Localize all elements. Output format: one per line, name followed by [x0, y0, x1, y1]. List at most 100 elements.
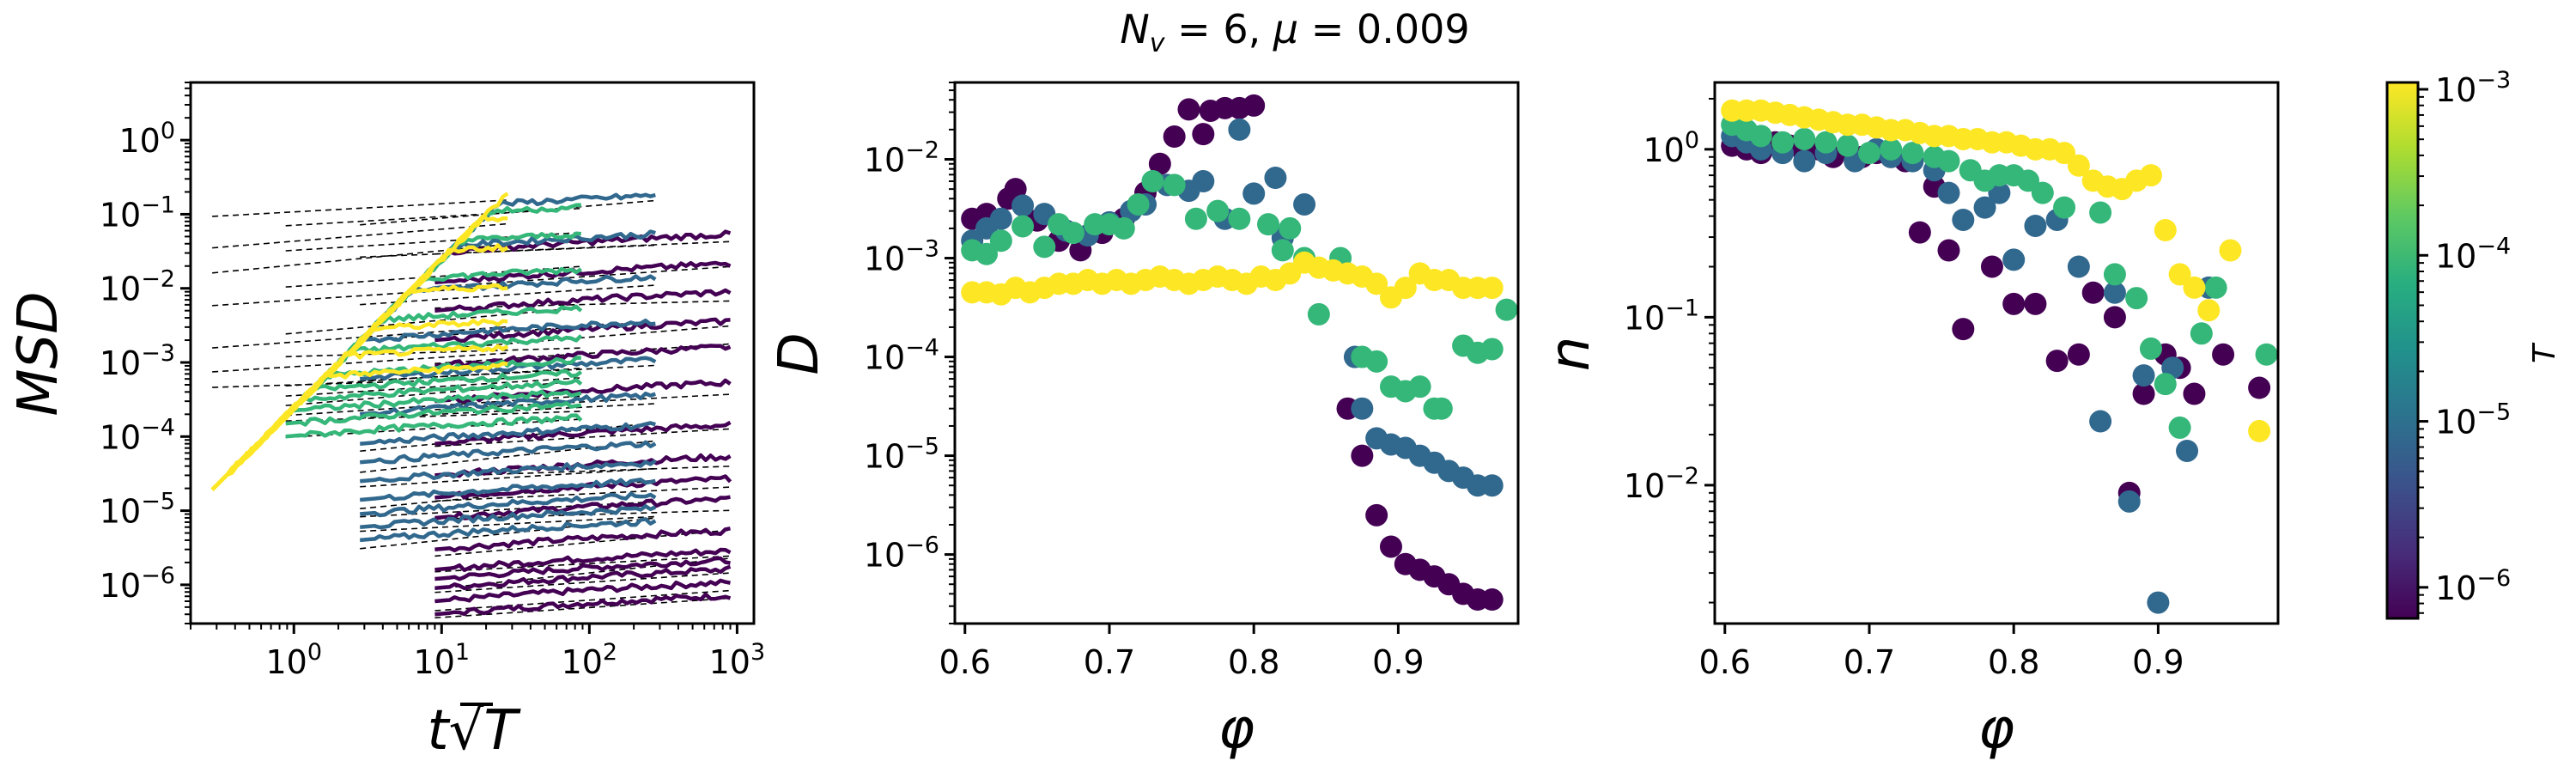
msd-trajectory-line [284, 368, 583, 417]
diffusion-data-point [1012, 194, 1035, 217]
exponent-y-tick-label: 10−2 [1624, 463, 1699, 505]
msd-fit-line [360, 321, 656, 341]
msd-fit-line [285, 411, 581, 422]
diffusion-data-point [1307, 302, 1330, 326]
msd-fit-line [212, 199, 508, 217]
exponent-data-point [2067, 154, 2090, 177]
exponent-data-point [2197, 299, 2221, 322]
diffusion-data-point [1430, 397, 1453, 420]
colorbar-tick-label: 10−5 [2435, 399, 2511, 441]
msd-fit-line [285, 307, 581, 335]
diffusion-y-tick-label: 10−4 [864, 335, 939, 377]
exponent-data-point [1937, 239, 1960, 262]
exponent-data-point [2132, 364, 2155, 387]
msd-y-tick-label: 10−3 [100, 340, 175, 382]
diffusion-data-point [989, 229, 1012, 253]
exponent-data-point [2002, 248, 2026, 271]
exponent-data-point [2067, 343, 2090, 366]
diffusion-x-tick-label: 0.7 [1084, 643, 1135, 681]
diffusion-axes-frame [953, 81, 1520, 625]
msd-fit-line [285, 231, 581, 252]
msd-fit-line [285, 377, 581, 397]
diffusion-data-point [1271, 239, 1294, 262]
diffusion-data-point [1112, 216, 1135, 240]
exponent-data-point [2125, 287, 2148, 310]
diffusion-data-point [1141, 170, 1164, 193]
msd-trajectory-line [360, 459, 657, 484]
msd-trajectory-line [434, 420, 732, 447]
msd-fit-line [434, 428, 731, 447]
msd-trajectory-line [360, 391, 657, 417]
colorbar-label: T [2527, 342, 2562, 363]
diffusion-y-axis-label: D [768, 332, 831, 374]
exponent-y-tick-label: 100 [1643, 127, 1699, 169]
msd-fit-line [285, 347, 581, 358]
diffusion-data-point [1365, 350, 1388, 373]
msd-x-axis-label: t√T [428, 699, 522, 763]
colorbar-tick-label: 10−3 [2435, 67, 2511, 109]
exponent-x-tick-label: 0.6 [1699, 643, 1751, 681]
msd-trajectory-line [360, 517, 657, 543]
msd-fit-line [212, 377, 508, 388]
msd-y-axis-label: MSD [7, 291, 70, 416]
msd-y-tick-label: 10−2 [100, 266, 175, 308]
diffusion-panel: 0.6 0.7 0.8 0.9 10−6 10−5 10−4 10−3 10−2 φ D [768, 81, 1520, 761]
exponent-data-point [1952, 318, 1975, 341]
msd-fit-line [434, 466, 731, 478]
msd-trajectory-line [285, 413, 583, 439]
exponent-data-point [2103, 306, 2126, 329]
diffusion-data-point [1163, 125, 1186, 148]
msd-trajectory-line [360, 478, 656, 502]
exponent-data-point [2212, 343, 2235, 366]
exponent-data-point [2067, 255, 2090, 278]
colorbar-tick-label: 10−4 [2435, 233, 2511, 275]
diffusion-y-tick-label: 10−3 [864, 236, 939, 278]
msd-fit-line [434, 393, 731, 411]
msd-trajectory-line [434, 564, 732, 591]
exponent-data-point [2248, 419, 2271, 442]
msd-trajectory-line [284, 389, 582, 417]
exponent-data-point [2168, 263, 2191, 286]
diffusion-data-point [1228, 207, 1251, 230]
msd-trajectory-line [434, 556, 731, 581]
msd-fit-line [360, 501, 656, 518]
msd-trajectory-line [285, 401, 582, 427]
exponent-data-point [1880, 137, 1903, 161]
msd-y-tick-label: 10−6 [100, 563, 175, 605]
diffusion-x-tick-label: 0.6 [939, 643, 991, 681]
diffusion-data-point [989, 207, 1012, 230]
msd-fit-line [434, 300, 731, 309]
diffusion-data-point [1495, 298, 1518, 321]
diffusion-data-point [1177, 98, 1200, 121]
exponent-y-tick-label: 10−1 [1624, 295, 1699, 337]
msd-x-tick-label: 101 [414, 639, 471, 681]
msd-fit-line [434, 572, 731, 593]
colorbar-gradient [2387, 82, 2418, 618]
diffusion-data-point [1365, 272, 1388, 295]
diffusion-data-point [975, 242, 999, 265]
msd-fit-line [360, 244, 656, 259]
msd-y-tick-label: 10−5 [100, 489, 175, 531]
msd-trajectory-line [360, 491, 657, 518]
msd-fit-line [434, 486, 731, 502]
exponent-data-point [2176, 439, 2199, 462]
diffusion-data-point [1293, 192, 1316, 216]
exponent-data-point [1980, 255, 2003, 278]
exponent-axes-frame [1713, 81, 2280, 625]
diffusion-data-point [1012, 215, 1035, 238]
exponent-data-point [1836, 134, 1859, 157]
exponent-data-point [2024, 292, 2047, 315]
exponent-data-point [2190, 322, 2213, 345]
msd-fit-line [434, 509, 731, 520]
msd-trajectory-line [360, 421, 656, 446]
msd-trajectory-line [360, 440, 657, 465]
colorbar-frame [2385, 81, 2420, 620]
exponent-data-point [2103, 263, 2126, 286]
diffusion-data-point [1480, 338, 1504, 361]
exponent-data-point [2053, 142, 2076, 165]
exponent-data-point [2139, 337, 2162, 360]
diffusion-data-point [1351, 397, 1374, 420]
diffusion-data-point [1480, 588, 1504, 612]
exponent-data-point [2089, 410, 2112, 433]
